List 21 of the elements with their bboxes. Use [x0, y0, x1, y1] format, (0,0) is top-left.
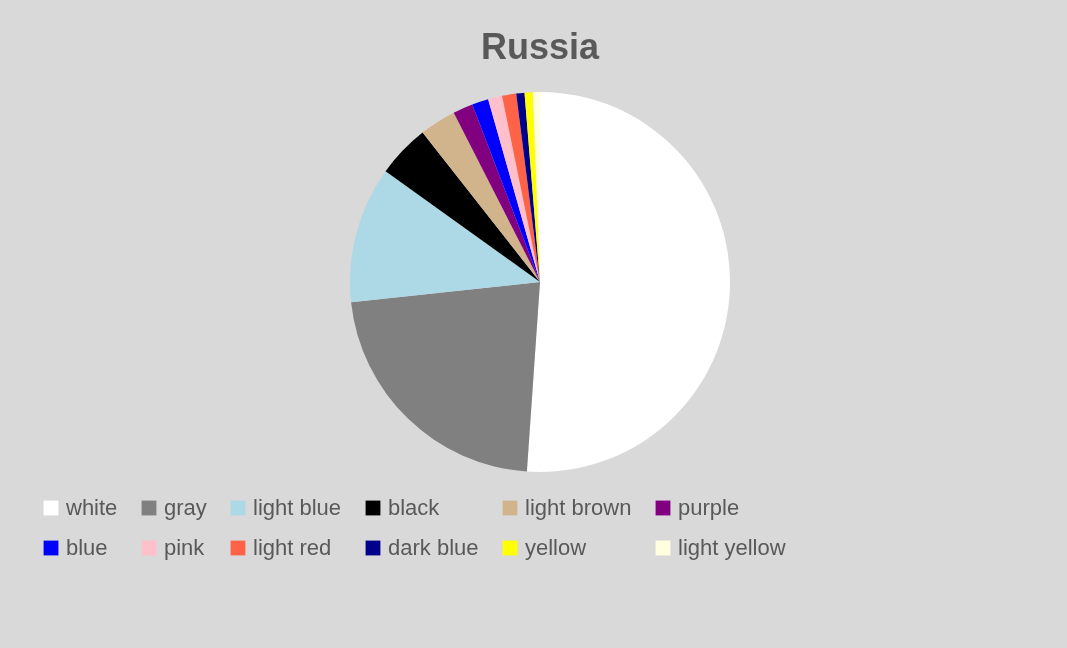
pie-slice [422, 112, 540, 282]
pie-slice [385, 132, 540, 282]
legend-label: light yellow [678, 535, 786, 560]
legend-label: light blue [253, 495, 342, 520]
pie-slice [453, 104, 540, 282]
pie-slice [351, 282, 540, 472]
legend-label: dark blue [388, 535, 479, 560]
legend-label: gray [164, 495, 207, 520]
pie-slice [350, 171, 540, 303]
legend-label: light brown [525, 495, 632, 520]
legend-label: black [388, 495, 441, 520]
legend-label: white [65, 495, 118, 520]
pie-slice [502, 93, 540, 282]
legend-label: yellow [525, 535, 587, 560]
pie-slice [526, 92, 730, 472]
chart-title: Russia [480, 26, 600, 67]
legend-label: light red [253, 535, 332, 560]
legend-label: purple [678, 495, 740, 520]
legend-label: pink [164, 535, 206, 560]
legend-label: blue [66, 535, 108, 560]
pie-slice [472, 99, 540, 282]
